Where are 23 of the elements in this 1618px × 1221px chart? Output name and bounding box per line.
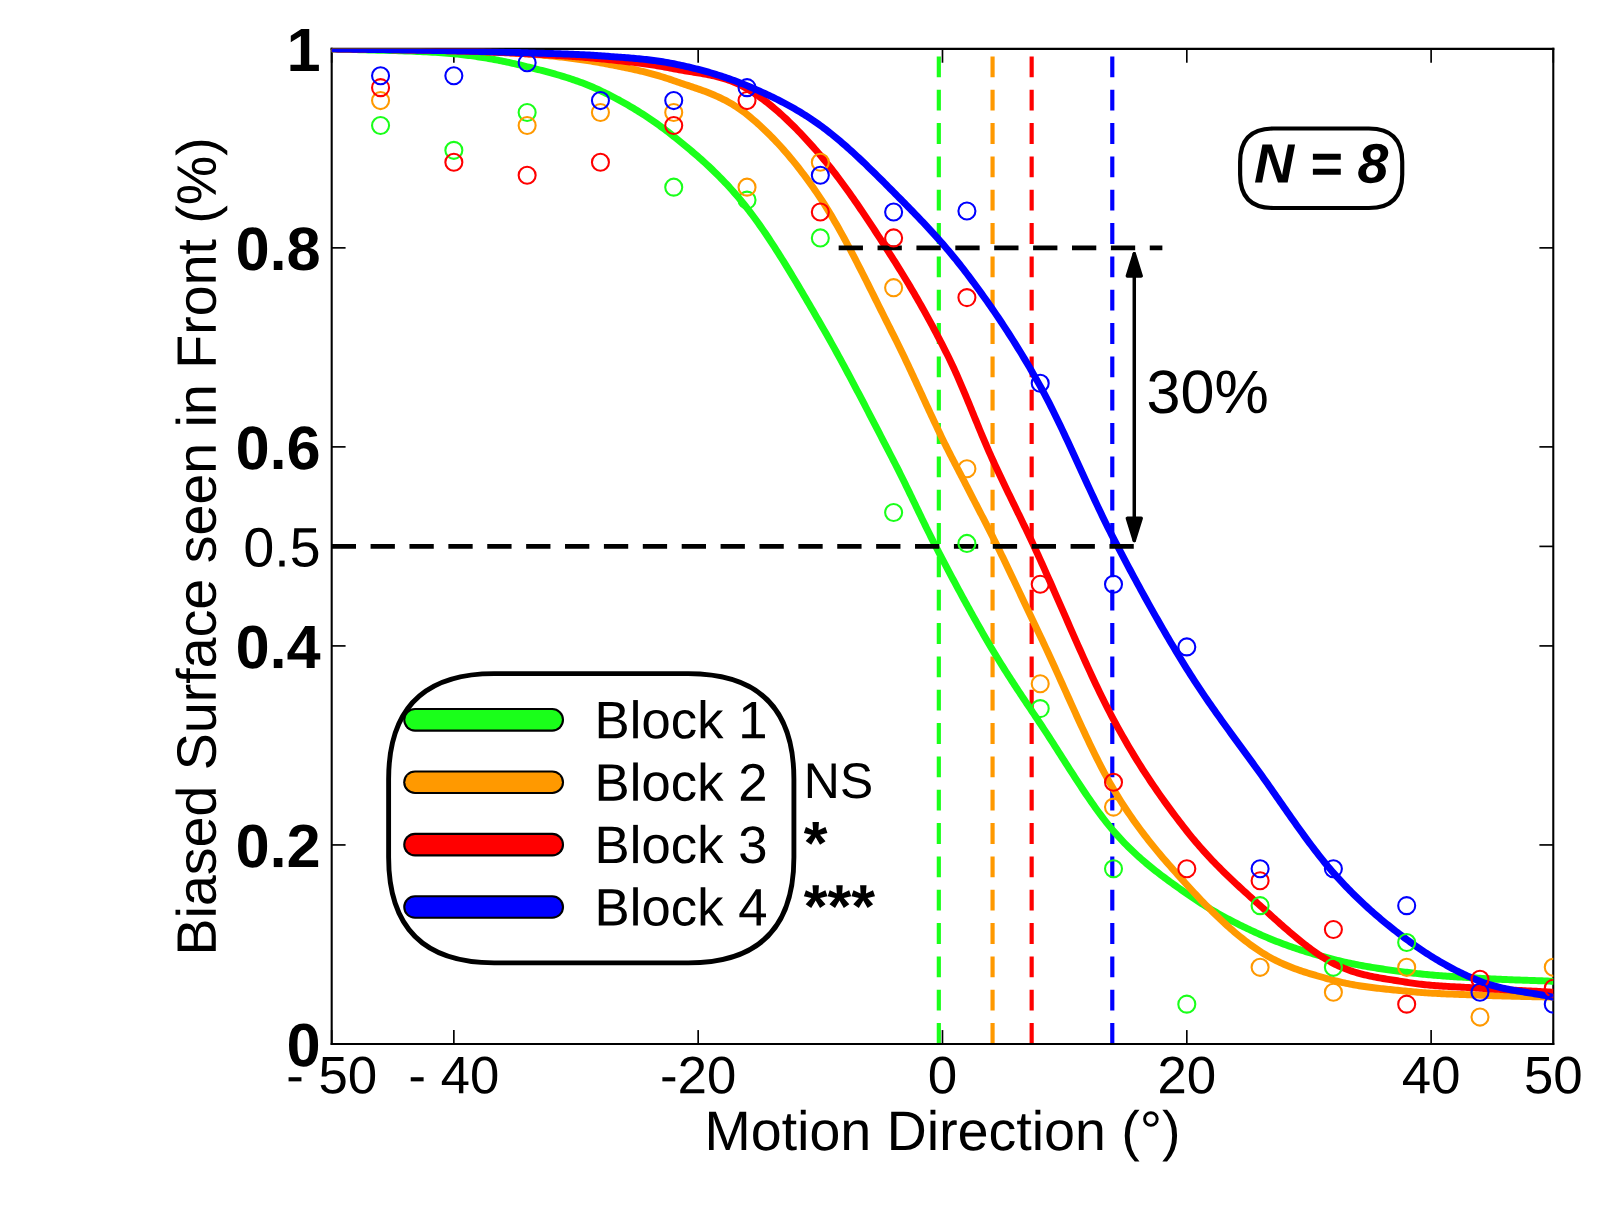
- x-tick-label: 40: [1402, 1056, 1459, 1094]
- legend-label: Block 3: [598, 824, 766, 864]
- annotation: *: [803, 822, 828, 845]
- legend-label: Block 1: [598, 700, 765, 739]
- y-tick-label: 0.4: [238, 625, 321, 669]
- y-tick-label: 0.2: [238, 824, 319, 868]
- x-tick-label: 0: [929, 1056, 956, 1094]
- x-tick-label: - 40: [410, 1056, 498, 1094]
- x-tick-label: 20: [1160, 1056, 1215, 1094]
- y-tick-label: 0.5: [245, 527, 319, 568]
- y-axis-title: Biased Surface seen in Front (%): [175, 140, 228, 951]
- y-tick-label: 0.6: [238, 426, 319, 470]
- annotation: NS: [807, 763, 871, 799]
- x-axis-title: Motion Direction (°): [709, 1109, 1178, 1162]
- legend-label: Block 4: [598, 887, 766, 927]
- x-tick-label: -20: [662, 1056, 735, 1094]
- x-tick-label: 50: [1526, 1056, 1581, 1094]
- y-tick-label: 0.8: [238, 227, 319, 271]
- y-tick-label: 1: [290, 28, 319, 71]
- annotation: 30%: [1148, 370, 1267, 414]
- annotation: ***: [803, 885, 875, 908]
- annotation: N = 8: [1254, 143, 1389, 184]
- legend-label: Block 2: [598, 762, 765, 802]
